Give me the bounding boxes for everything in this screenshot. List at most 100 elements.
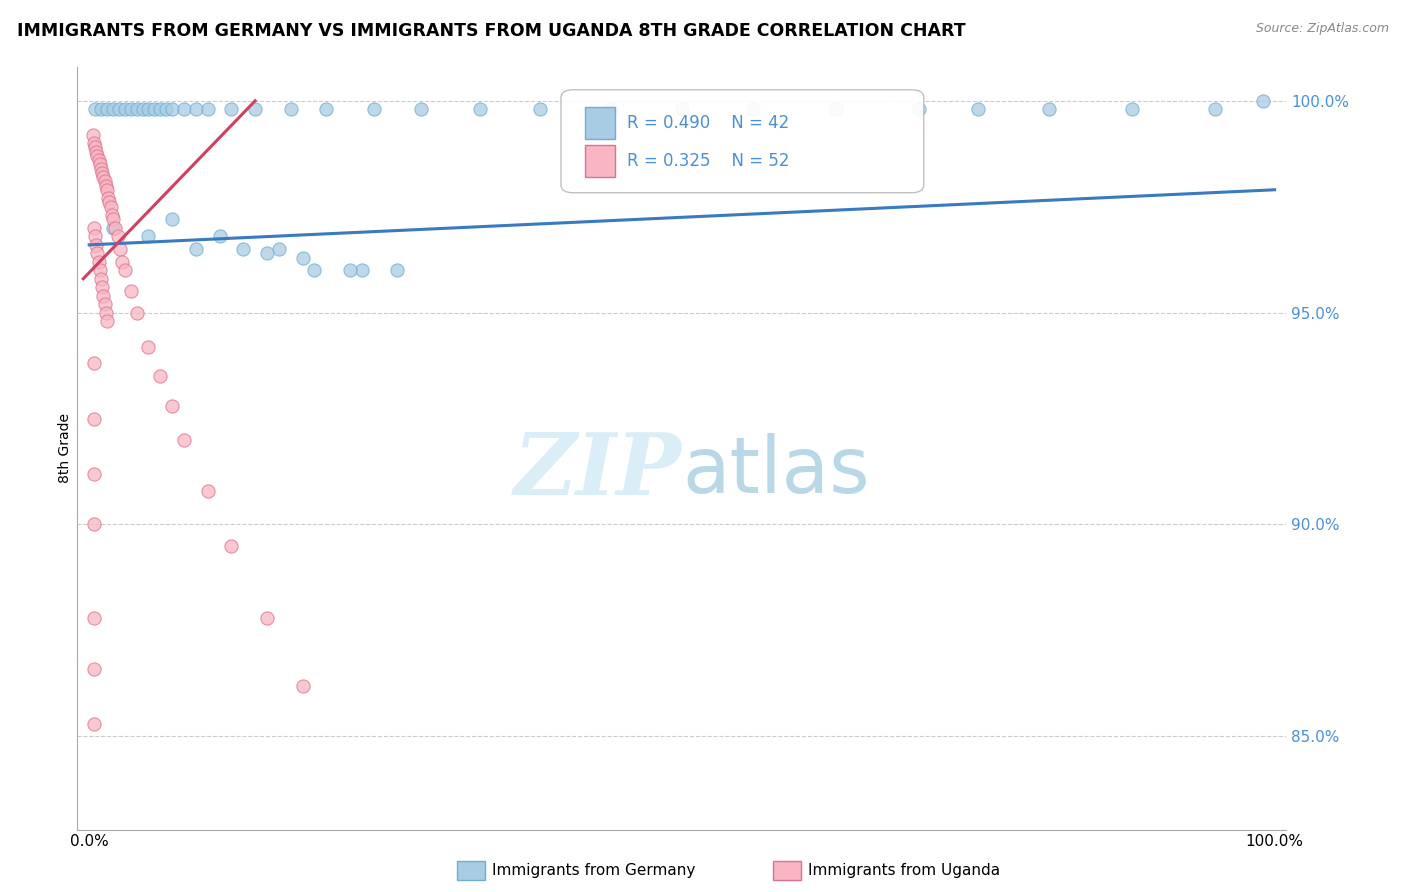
Point [232, 242, 254, 256]
Point [93, 288, 115, 302]
Point [104, 220, 127, 235]
Point [1204, 102, 1226, 116]
Point [742, 102, 765, 116]
Point [83, 610, 105, 624]
Point [93, 297, 115, 311]
Point [131, 102, 153, 116]
Point [83, 220, 105, 235]
Point [101, 212, 124, 227]
Text: Source: ZipAtlas.com: Source: ZipAtlas.com [1256, 22, 1389, 36]
Point [184, 102, 207, 116]
Point [83, 661, 105, 675]
Point [84, 237, 107, 252]
Point [125, 306, 148, 320]
Text: IMMIGRANTS FROM GERMANY VS IMMIGRANTS FROM UGANDA 8TH GRADE CORRELATION CHART: IMMIGRANTS FROM GERMANY VS IMMIGRANTS FR… [17, 22, 966, 40]
Text: R = 0.325    N = 52: R = 0.325 N = 52 [627, 152, 790, 169]
Point [908, 102, 931, 116]
Point [125, 102, 148, 116]
Bar [585, 145, 616, 178]
Point [84, 140, 107, 154]
Point [93, 169, 115, 184]
Point [470, 102, 492, 116]
Point [387, 263, 409, 277]
Point [87, 255, 110, 269]
Point [173, 102, 195, 116]
Point [108, 102, 131, 116]
Point [160, 212, 183, 227]
Point [339, 263, 361, 277]
Point [96, 183, 118, 197]
Text: R = 0.490    N = 42: R = 0.490 N = 42 [627, 113, 790, 132]
Point [108, 242, 131, 256]
Point [363, 102, 385, 116]
Point [138, 229, 160, 244]
Point [243, 102, 266, 116]
Point [120, 285, 142, 299]
Point [94, 178, 117, 193]
Point [197, 483, 219, 498]
Point [101, 102, 124, 116]
Point [1251, 94, 1274, 108]
Point [96, 102, 118, 116]
Point [1038, 102, 1060, 116]
Point [90, 161, 112, 176]
Point [83, 411, 105, 425]
Point [86, 246, 108, 260]
Point [291, 678, 314, 692]
Point [98, 195, 121, 210]
Point [91, 166, 114, 180]
Point [87, 153, 110, 168]
Point [197, 102, 219, 116]
Point [84, 102, 107, 116]
Point [101, 220, 124, 235]
Point [304, 263, 326, 277]
Point [599, 102, 621, 116]
Point [149, 102, 172, 116]
Text: atlas: atlas [682, 434, 869, 509]
Point [84, 145, 107, 159]
Point [160, 399, 183, 413]
Bar [585, 107, 616, 139]
Point [291, 251, 314, 265]
Point [208, 229, 231, 244]
Point [138, 339, 160, 353]
Point [93, 174, 115, 188]
Point [184, 242, 207, 256]
Point [280, 102, 302, 116]
Point [160, 102, 183, 116]
Point [83, 356, 105, 370]
Point [83, 136, 105, 150]
Point [82, 128, 104, 142]
Text: Immigrants from Uganda: Immigrants from Uganda [808, 863, 1001, 878]
Point [114, 102, 136, 116]
Point [155, 102, 177, 116]
Point [1121, 102, 1143, 116]
Point [173, 433, 195, 447]
Y-axis label: 8th Grade: 8th Grade [58, 413, 72, 483]
Point [149, 369, 172, 384]
Point [221, 539, 243, 553]
Point [107, 229, 129, 244]
Point [89, 157, 111, 171]
Point [529, 102, 551, 116]
Point [138, 102, 160, 116]
Point [97, 191, 120, 205]
Point [83, 517, 105, 532]
Point [411, 102, 433, 116]
Point [350, 263, 373, 277]
Point [94, 306, 117, 320]
Text: ZIP: ZIP [515, 429, 682, 513]
Text: Immigrants from Germany: Immigrants from Germany [492, 863, 696, 878]
Point [90, 102, 112, 116]
FancyBboxPatch shape [561, 90, 924, 193]
Point [91, 280, 114, 294]
Point [83, 716, 105, 731]
Point [89, 263, 111, 277]
Point [83, 467, 105, 481]
Point [120, 102, 142, 116]
Point [671, 102, 693, 116]
Point [100, 208, 122, 222]
Point [86, 149, 108, 163]
Point [96, 314, 118, 328]
Point [111, 255, 134, 269]
